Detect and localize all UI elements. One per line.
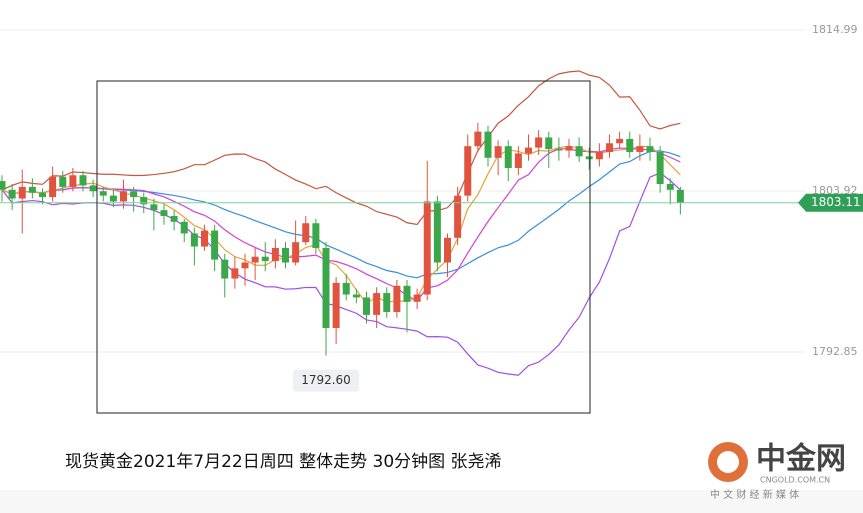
candle-body [140, 197, 148, 205]
candle-body [282, 247, 289, 263]
chart-title: 现货黄金2021年7月22日周四 整体走势 30分钟图 张尧浠 [65, 452, 502, 472]
last-price-label: 1803.11 [811, 195, 861, 209]
candle-body [241, 262, 249, 269]
candle-body [221, 259, 229, 279]
brand-slogan: 中 文 财 经 新 媒 体 [710, 488, 799, 501]
candle-body [444, 237, 451, 263]
candle-body [312, 223, 320, 248]
candle-body [606, 143, 613, 152]
candle-body [261, 256, 269, 262]
candle-body [525, 147, 532, 154]
candle-body [616, 138, 624, 144]
highlight-box [96, 80, 591, 414]
candle-body [342, 282, 350, 295]
candle-body [251, 256, 259, 263]
candle-body [575, 146, 583, 157]
ma-line [1, 147, 681, 302]
candle-body [211, 230, 219, 260]
brand-name: 中金网 [756, 442, 846, 477]
candle-body [555, 149, 563, 151]
candle-body [454, 195, 462, 238]
candle-body [99, 191, 107, 196]
candle-body [231, 268, 239, 279]
y-tick-label: 1803.92 [812, 184, 858, 197]
candle-body [413, 294, 421, 302]
candle-body [595, 151, 603, 160]
candle-body [423, 201, 431, 295]
candle-body [565, 146, 573, 151]
candle-body [160, 210, 168, 216]
candle-body [433, 201, 441, 263]
candle-body [332, 282, 340, 328]
y-tick-label: 1792.85 [812, 345, 858, 358]
bollinger-lower [1, 172, 681, 376]
ma-line [1, 145, 681, 305]
candle-body [292, 242, 300, 263]
candle-body [150, 204, 158, 211]
ma-line [1, 150, 681, 279]
annotation-label: 1792.60 [301, 373, 351, 387]
candle-body [494, 146, 502, 158]
time-axis-band [0, 490, 863, 513]
candle-body [545, 137, 553, 150]
candle-body [180, 221, 188, 234]
annotation-box [293, 369, 359, 392]
candle-body [403, 285, 411, 302]
candle-body [626, 138, 634, 152]
candle-body [373, 293, 381, 315]
candle-body [656, 151, 664, 184]
candle-body [322, 247, 330, 328]
candle-body [464, 146, 472, 196]
candle-body [666, 183, 674, 190]
candle-body [0, 181, 6, 190]
candle-body [49, 176, 57, 198]
candle-body [18, 186, 26, 199]
candle-body [474, 131, 482, 147]
candle-body [8, 189, 16, 199]
logo: 中金网 CNGOLD.COM.CN 中 文 财 经 新 媒 体 [708, 442, 846, 501]
candle-body [89, 185, 97, 192]
candle-body [302, 223, 310, 243]
candle-body [646, 146, 654, 152]
candle-body [130, 191, 138, 198]
candle-body [383, 293, 391, 312]
candle-body [59, 176, 67, 187]
candle-body [352, 294, 360, 298]
candle-body [120, 191, 127, 202]
candle-body [393, 285, 401, 312]
last-price-tag [798, 193, 863, 212]
candle-body [109, 195, 117, 202]
candle-body [28, 186, 36, 193]
y-tick-label: 1814.99 [812, 23, 858, 36]
candle-body [514, 153, 522, 168]
candle-body [79, 175, 87, 186]
candle-body [676, 189, 684, 203]
brand-domain: CNGOLD.COM.CN [760, 476, 830, 485]
candle-body [39, 192, 46, 198]
candle-body [190, 233, 198, 247]
candle-body [201, 230, 208, 247]
candle-body [363, 297, 370, 315]
candle-body [535, 137, 543, 148]
candle-body [636, 146, 644, 152]
candle-body [585, 156, 593, 160]
candle-body [170, 215, 178, 222]
logo-icon-inner [717, 451, 739, 473]
candle-body [484, 131, 492, 158]
candle-body [271, 247, 279, 262]
candle-body [69, 175, 77, 187]
bollinger-upper [1, 70, 681, 226]
candle-body [504, 146, 512, 168]
